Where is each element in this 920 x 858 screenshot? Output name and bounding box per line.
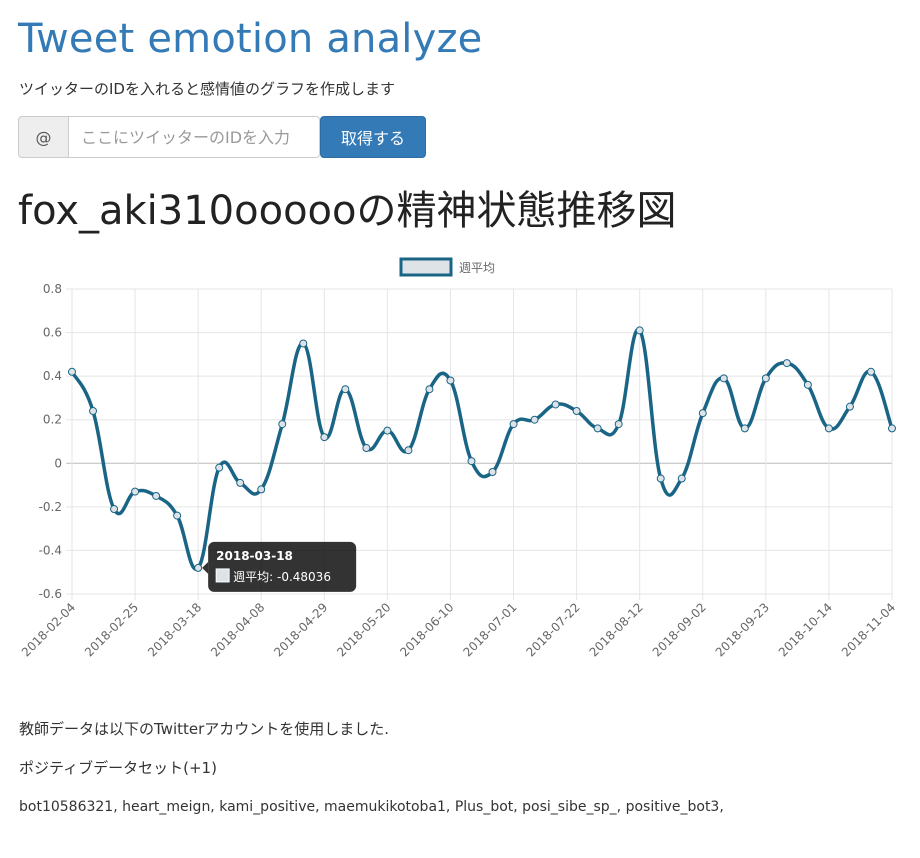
data-point: [425, 385, 434, 394]
at-sign-addon: @: [18, 116, 68, 158]
data-point: [740, 424, 749, 433]
x-tick-label: 2018-06-10: [397, 600, 456, 659]
data-point: [530, 415, 539, 424]
tooltip-box: [208, 541, 357, 592]
x-tick-label: 2018-07-01: [460, 600, 519, 659]
tooltip-label: 週平均: -0.48036: [233, 570, 331, 584]
tooltip-title: 2018-03-18: [216, 549, 293, 563]
app-subtitle: ツイッターのIDを入れると感情値のグラフを作成します: [19, 80, 395, 98]
series-line-weekly-average: [70, 327, 894, 571]
data-point: [362, 444, 371, 453]
data-point: [635, 326, 644, 335]
x-tick-label: 2018-02-04: [19, 600, 78, 659]
data-point: [866, 367, 875, 376]
data-point: [509, 420, 518, 429]
data-point: [824, 424, 833, 433]
search-group: @ 取得する: [18, 116, 426, 158]
tooltip-swatch: [215, 568, 230, 583]
data-point: [236, 478, 245, 487]
data-point: [404, 446, 413, 455]
data-point: [782, 359, 791, 368]
positive-account-list: bot10586321, heart_meign, kami_positive,…: [19, 799, 724, 815]
y-tick-label: 0.6: [43, 326, 62, 340]
data-point: [152, 491, 161, 500]
data-point: [278, 420, 287, 429]
data-point: [320, 433, 329, 442]
data-point: [803, 380, 812, 389]
data-point: [68, 367, 76, 376]
data-point: [446, 376, 455, 385]
x-tick-label: 2018-10-14: [776, 600, 835, 659]
y-tick-label: -0.6: [39, 587, 62, 601]
data-point: [173, 511, 182, 520]
legend-label: 週平均: [459, 261, 495, 275]
data-point: [299, 339, 308, 348]
x-tick-label: 2018-04-08: [208, 600, 267, 659]
data-point: [194, 563, 203, 572]
tooltip-caret: [202, 561, 209, 574]
x-tick-label: 2018-07-22: [524, 600, 583, 659]
y-tick-label: -0.2: [39, 500, 62, 514]
data-point: [719, 374, 728, 383]
chart-title: fox_aki310oooooの精神状態推移図: [18, 188, 677, 234]
positive-dataset-label: ポジティブデータセット(+1): [19, 759, 217, 777]
y-tick-label: 0: [54, 456, 62, 470]
data-point: [488, 468, 497, 476]
app-title: Tweet emotion analyze: [18, 16, 483, 62]
x-tick-label: 2018-04-29: [271, 600, 330, 659]
data-point: [845, 402, 854, 411]
legend-swatch: [399, 257, 453, 277]
data-point: [551, 400, 560, 409]
data-point: [698, 409, 707, 418]
y-tick-label: -0.4: [39, 543, 62, 557]
data-point: [383, 426, 392, 435]
x-tick-label: 2018-05-20: [334, 600, 393, 659]
x-tick-label: 2018-09-02: [650, 600, 709, 659]
data-point: [215, 463, 224, 472]
x-tick-label: 2018-09-23: [713, 600, 772, 659]
y-tick-label: 0.4: [43, 369, 62, 383]
x-tick-label: 2018-02-25: [82, 600, 141, 659]
x-tick-label: 2018-03-18: [145, 600, 204, 659]
data-point: [131, 487, 140, 496]
data-point: [257, 485, 266, 494]
data-point: [110, 505, 119, 514]
data-point: [677, 474, 686, 483]
data-point: [888, 424, 896, 433]
x-tick-label: 2018-08-12: [587, 600, 646, 659]
y-tick-label: 0.8: [43, 282, 62, 296]
data-point: [761, 374, 770, 383]
data-point: [341, 385, 350, 394]
twitter-id-input[interactable]: [68, 116, 320, 158]
data-point: [614, 420, 623, 429]
x-tick-label: 2018-11-04: [839, 600, 898, 659]
data-point: [89, 407, 98, 415]
training-data-note: 教師データは以下のTwitterアカウントを使用しました.: [19, 720, 390, 738]
y-tick-label: 0.2: [43, 413, 62, 427]
data-point: [467, 457, 476, 466]
data-point: [593, 424, 602, 433]
fetch-button[interactable]: 取得する: [320, 116, 426, 158]
data-point: [656, 474, 665, 483]
data-point: [572, 407, 581, 415]
